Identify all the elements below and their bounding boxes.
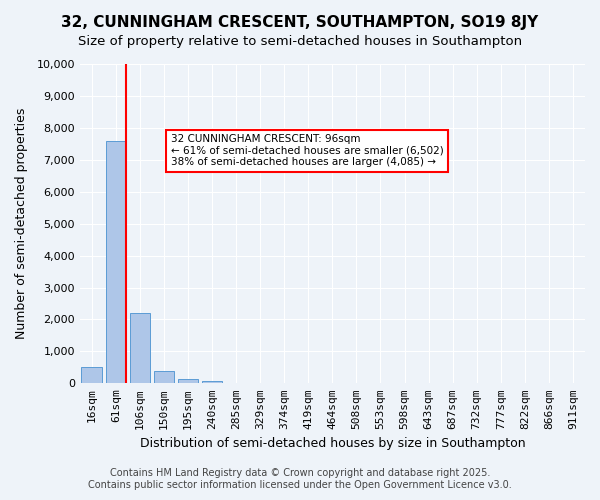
Bar bbox=[154, 371, 174, 384]
X-axis label: Distribution of semi-detached houses by size in Southampton: Distribution of semi-detached houses by … bbox=[140, 437, 525, 450]
Bar bbox=[202, 382, 222, 384]
Text: 32, CUNNINGHAM CRESCENT, SOUTHAMPTON, SO19 8JY: 32, CUNNINGHAM CRESCENT, SOUTHAMPTON, SO… bbox=[61, 15, 539, 30]
Text: 32 CUNNINGHAM CRESCENT: 96sqm
← 61% of semi-detached houses are smaller (6,502)
: 32 CUNNINGHAM CRESCENT: 96sqm ← 61% of s… bbox=[170, 134, 443, 168]
Y-axis label: Number of semi-detached properties: Number of semi-detached properties bbox=[15, 108, 28, 340]
Bar bbox=[82, 368, 102, 384]
Bar bbox=[178, 379, 198, 384]
Bar bbox=[130, 313, 150, 384]
Text: Size of property relative to semi-detached houses in Southampton: Size of property relative to semi-detach… bbox=[78, 35, 522, 48]
Text: Contains HM Land Registry data © Crown copyright and database right 2025.
Contai: Contains HM Land Registry data © Crown c… bbox=[88, 468, 512, 490]
Bar bbox=[106, 140, 126, 384]
